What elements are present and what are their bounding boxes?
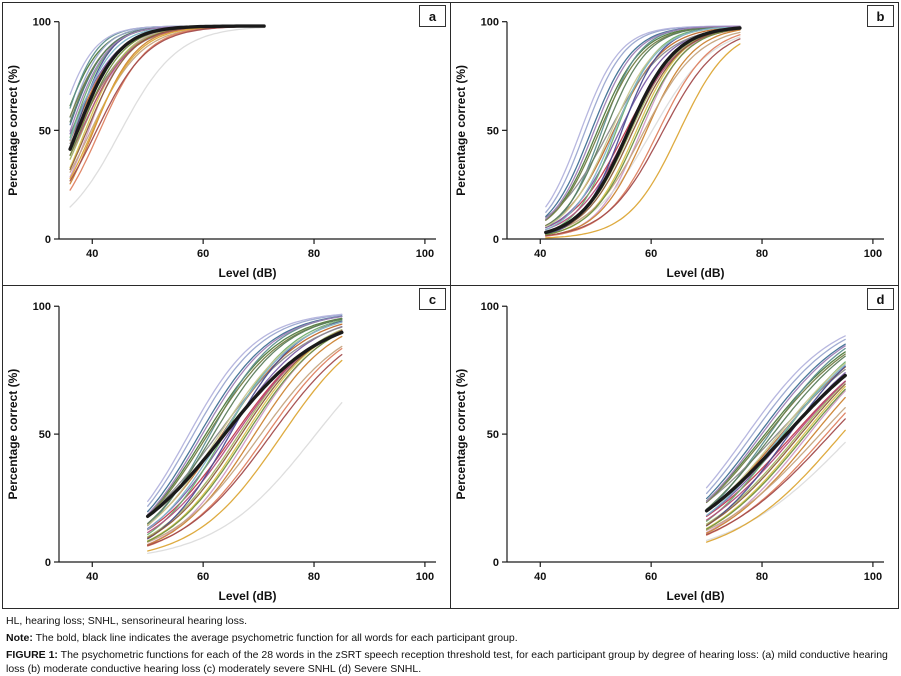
svg-text:100: 100 [33,301,51,313]
panel-a-label-box: a [419,5,446,27]
svg-text:Percentage correct (%): Percentage correct (%) [6,369,20,500]
svg-text:100: 100 [416,248,434,260]
svg-text:60: 60 [197,571,209,583]
panel-b-label-box: b [867,5,894,27]
panel-a-plot: 40 60 80 100 0 50 100 Level (dB) Percentage corr… [6,17,436,280]
panel-d-label-box: d [867,288,894,310]
panel-a-letter: a [428,8,437,24]
svg-text:80: 80 [756,571,768,583]
svg-text:80: 80 [756,248,768,260]
svg-text:Level (dB): Level (dB) [218,589,276,603]
svg-text:60: 60 [645,571,657,583]
svg-text:40: 40 [86,248,98,260]
svg-text:Level (dB): Level (dB) [666,266,724,280]
svg-text:40: 40 [86,571,98,583]
svg-text:0: 0 [493,557,499,569]
svg-text:50: 50 [487,125,499,137]
panel-b-letter: b [876,8,885,24]
svg-text:Level (dB): Level (dB) [666,589,724,603]
figure-legend: FIGURE 1: The psychometric functions for… [6,648,888,675]
svg-text:80: 80 [308,571,320,583]
panel-c: 40 60 80 100 0 50 100 Level (dB) Percentage corr… [3,286,451,608]
svg-text:100: 100 [481,301,499,313]
svg-text:40: 40 [534,248,546,260]
svg-text:40: 40 [534,571,546,583]
panel-d: 40 60 80 100 0 50 100 Level (dB) Percentage corr… [451,286,898,608]
svg-text:100: 100 [416,571,434,583]
panel-grid: 40 60 80 100 0 50 100 Level (dB) Percentage corr… [2,2,899,609]
svg-text:60: 60 [197,248,209,260]
svg-text:0: 0 [45,557,51,569]
svg-text:100: 100 [481,17,499,29]
svg-text:50: 50 [39,125,51,137]
panel-d-plot: 40 60 80 100 0 50 100 Level (dB) Percentage corr… [454,301,884,603]
svg-text:Percentage correct (%): Percentage correct (%) [6,65,20,196]
panel-d-letter: d [876,291,885,307]
panel-b-plot: 40 60 80 100 0 50 100 Level (dB) Percentage corr… [454,17,884,280]
svg-text:100: 100 [33,17,51,29]
bold-line-note: Note: The bold, black line indicates the… [6,631,518,644]
svg-text:Percentage correct (%): Percentage correct (%) [454,369,468,500]
panel-c-letter: c [428,291,437,307]
panel-b: 40 60 80 100 0 50 100 Level (dB) Percentage corr… [451,3,898,286]
abbreviations-note: HL, hearing loss; SNHL, sensorineural he… [6,615,248,627]
figure-caption: HL, hearing loss; SNHL, sensorineural he… [2,609,899,676]
panel-a: 40 60 80 100 0 50 100 Level (dB) Percentage corr… [3,3,451,286]
svg-text:80: 80 [308,248,320,260]
panel-c-label-box: c [419,288,446,310]
svg-text:Level (dB): Level (dB) [218,266,276,280]
svg-text:0: 0 [45,234,51,246]
svg-text:0: 0 [493,234,499,246]
svg-text:50: 50 [487,429,499,441]
panel-c-plot: 40 60 80 100 0 50 100 Level (dB) Percentage corr… [6,301,436,603]
svg-text:50: 50 [39,429,51,441]
svg-text:100: 100 [864,248,882,260]
svg-text:Percentage correct (%): Percentage correct (%) [454,65,468,196]
svg-text:60: 60 [645,248,657,260]
svg-text:100: 100 [864,571,882,583]
